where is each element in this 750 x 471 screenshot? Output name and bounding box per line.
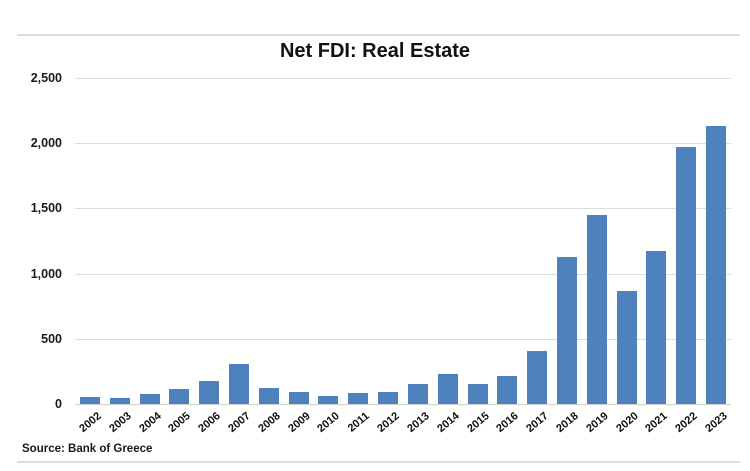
bar-2005	[169, 389, 190, 404]
bar-2022	[676, 147, 697, 404]
y-tick-label-500: 500	[41, 331, 62, 346]
bar-2002	[79, 396, 100, 404]
gridline-500	[75, 338, 731, 340]
bar-2003	[109, 398, 130, 404]
bar-2023	[706, 126, 727, 404]
bar-2006	[199, 380, 220, 404]
plot-area: 0 500 1,000 1,500 2,000 2,500 2002 2003 2004 2005…	[31, 71, 731, 435]
top-divider	[17, 34, 740, 36]
chart-title: Net FDI: Real Estate	[279, 40, 471, 62]
gridline-1500	[75, 208, 731, 210]
gridline-1000	[75, 273, 731, 275]
gridline-2000	[75, 143, 731, 145]
bar-2020	[616, 290, 637, 404]
y-tick-label-1500: 1,500	[30, 201, 62, 216]
y-tick-label-2000: 2,000	[30, 136, 62, 151]
bar-2008	[258, 387, 279, 404]
bar-2021	[646, 251, 667, 404]
bar-2011	[348, 392, 369, 404]
bar-2010	[318, 396, 339, 404]
bar-2019	[586, 214, 607, 404]
bar-2012	[378, 391, 399, 404]
source-note: Source: Bank of Greece	[22, 443, 153, 455]
y-tick-label-2500: 2,500	[30, 71, 62, 85]
bar-2015	[467, 384, 488, 404]
x-axis-line	[75, 404, 731, 405]
bar-2016	[497, 375, 518, 404]
bar-2007	[229, 364, 249, 404]
y-tick-label-0: 0	[55, 397, 62, 411]
bar-2004	[139, 393, 160, 404]
bar-2009	[288, 392, 309, 404]
bar-2013	[407, 384, 428, 404]
bottom-divider	[17, 461, 740, 463]
gridline-2500	[75, 78, 731, 79]
bar-2017	[527, 350, 548, 404]
bar-2014	[437, 374, 458, 404]
bar-2018	[557, 257, 577, 404]
y-tick-label-1000: 1,000	[30, 266, 62, 281]
